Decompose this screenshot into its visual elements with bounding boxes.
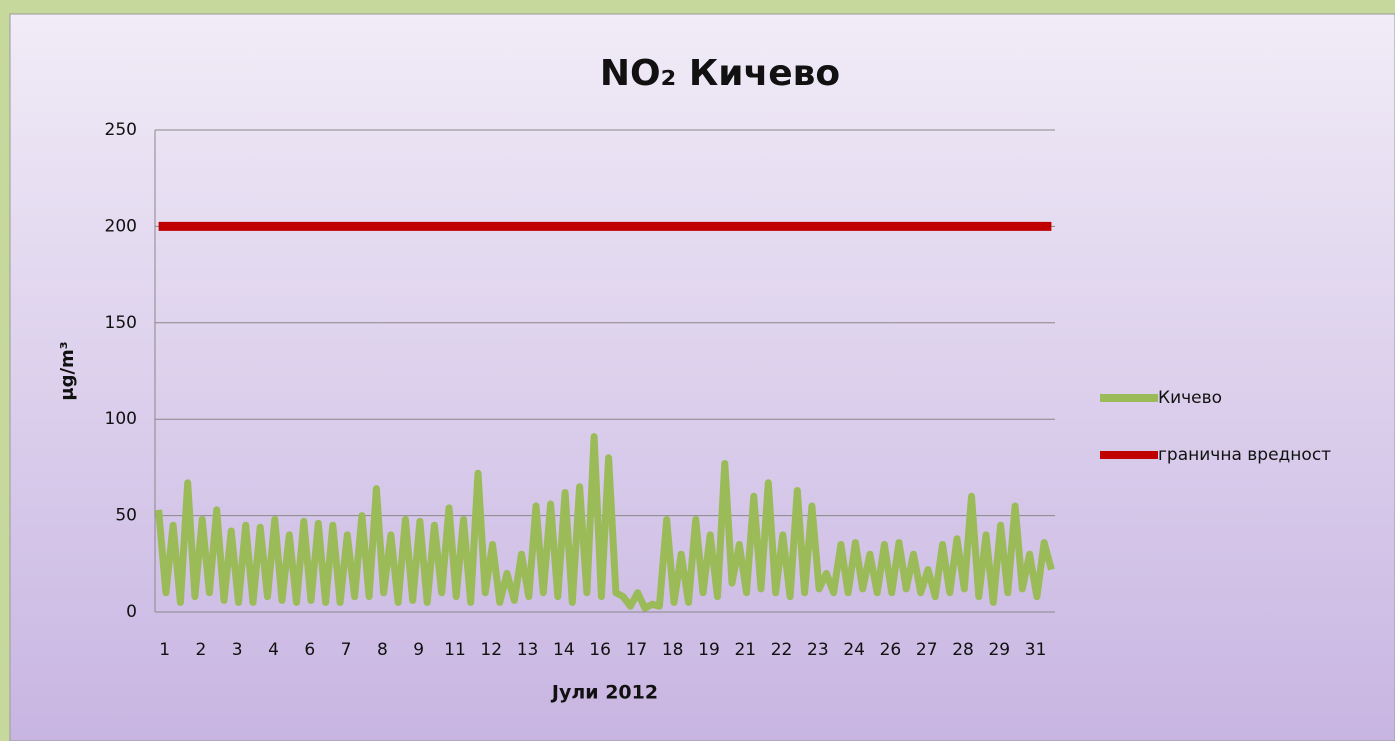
y-tick-label: 100 [105, 409, 137, 429]
x-tick-label: 18 [662, 640, 684, 660]
legend-label: Кичево [1158, 388, 1222, 408]
x-tick-label: 24 [843, 640, 865, 660]
legend-label: гранична вредност [1158, 445, 1331, 465]
x-tick-label: 16 [589, 640, 611, 660]
x-tick-label: 19 [698, 640, 720, 660]
chart-area [9, 13, 1395, 741]
x-tick-label: 8 [377, 640, 388, 660]
y-tick-label: 250 [105, 120, 137, 140]
x-tick-label: 23 [807, 640, 829, 660]
x-tick-label: 29 [988, 640, 1010, 660]
x-tick-label: 11 [444, 640, 466, 660]
x-tick-label: 12 [480, 640, 502, 660]
x-tick-label: 28 [952, 640, 974, 660]
x-tick-label: 17 [626, 640, 648, 660]
y-tick-label: 150 [105, 313, 137, 333]
x-tick-label: 14 [553, 640, 575, 660]
x-axis-title: Јули 2012 [550, 682, 658, 704]
x-tick-label: 27 [916, 640, 938, 660]
chart-title: NO₂ Кичево [600, 53, 840, 94]
y-tick-label: 200 [105, 216, 137, 236]
y-tick-label: 50 [115, 506, 137, 526]
y-axis-title: μg/m³ [57, 341, 78, 400]
y-tick-label: 0 [126, 602, 137, 622]
x-tick-label: 22 [771, 640, 793, 660]
x-tick-label: 4 [268, 640, 279, 660]
x-tick-label: 9 [413, 640, 424, 660]
x-tick-label: 6 [304, 640, 315, 660]
x-tick-label: 7 [341, 640, 352, 660]
x-tick-label: 2 [196, 640, 207, 660]
series-line [155, 433, 1055, 612]
x-tick-label: 13 [517, 640, 539, 660]
x-tick-label: 3 [232, 640, 243, 660]
x-tick-label: 21 [734, 640, 756, 660]
x-tick-label: 1 [159, 640, 170, 660]
x-tick-label: 31 [1025, 640, 1047, 660]
x-tick-label: 26 [880, 640, 902, 660]
